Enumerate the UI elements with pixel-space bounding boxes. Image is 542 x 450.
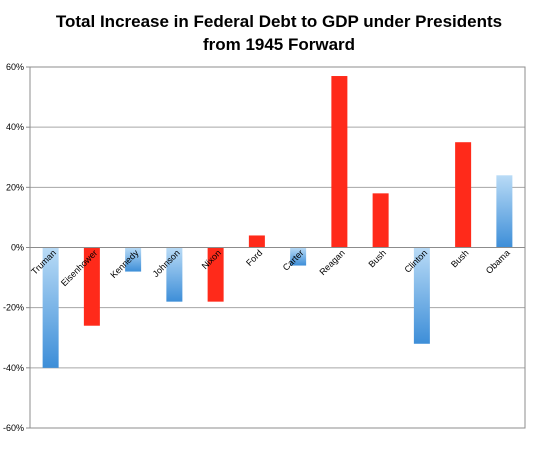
y-tick-label: -60% (3, 423, 24, 433)
bar-bush (372, 193, 389, 248)
y-tick-label: 40% (6, 122, 24, 132)
plot-area-border (29, 66, 526, 429)
bar-reagan (331, 76, 348, 248)
bar-obama (496, 175, 513, 248)
bar-nixon (207, 247, 224, 302)
bar-eisenhower (83, 247, 100, 326)
y-tick-label: -40% (3, 363, 24, 373)
chart-title-line-2: from 1945 Forward (203, 35, 355, 54)
category-label: Bush (366, 248, 388, 270)
y-tick-label: 20% (6, 182, 24, 192)
bar-bush (455, 142, 472, 248)
category-label: Ford (244, 248, 264, 268)
bar-johnson (166, 247, 183, 302)
chart-title-line-1: Total Increase in Federal Debt to GDP un… (56, 12, 502, 31)
category-label: Obama (484, 248, 512, 276)
bar-kennedy (125, 247, 142, 272)
x-axis-category-labels: Truman Eisenhower Kennedy Johnson Nixon Ford C… (29, 247, 512, 288)
bar-clinton (413, 247, 430, 344)
bars (42, 76, 513, 368)
y-tick-label: 60% (6, 62, 24, 72)
bar-carter (290, 247, 307, 266)
y-tick-label: -20% (3, 303, 24, 313)
category-label: Bush (449, 248, 471, 270)
bar-truman (42, 247, 59, 368)
bar-ford (248, 235, 265, 248)
y-tick-label: 0% (11, 243, 24, 253)
y-axis-tick-labels: 60% 40% 20% 0% -20% -40% -60% (3, 62, 30, 433)
category-label: Reagan (317, 248, 346, 277)
